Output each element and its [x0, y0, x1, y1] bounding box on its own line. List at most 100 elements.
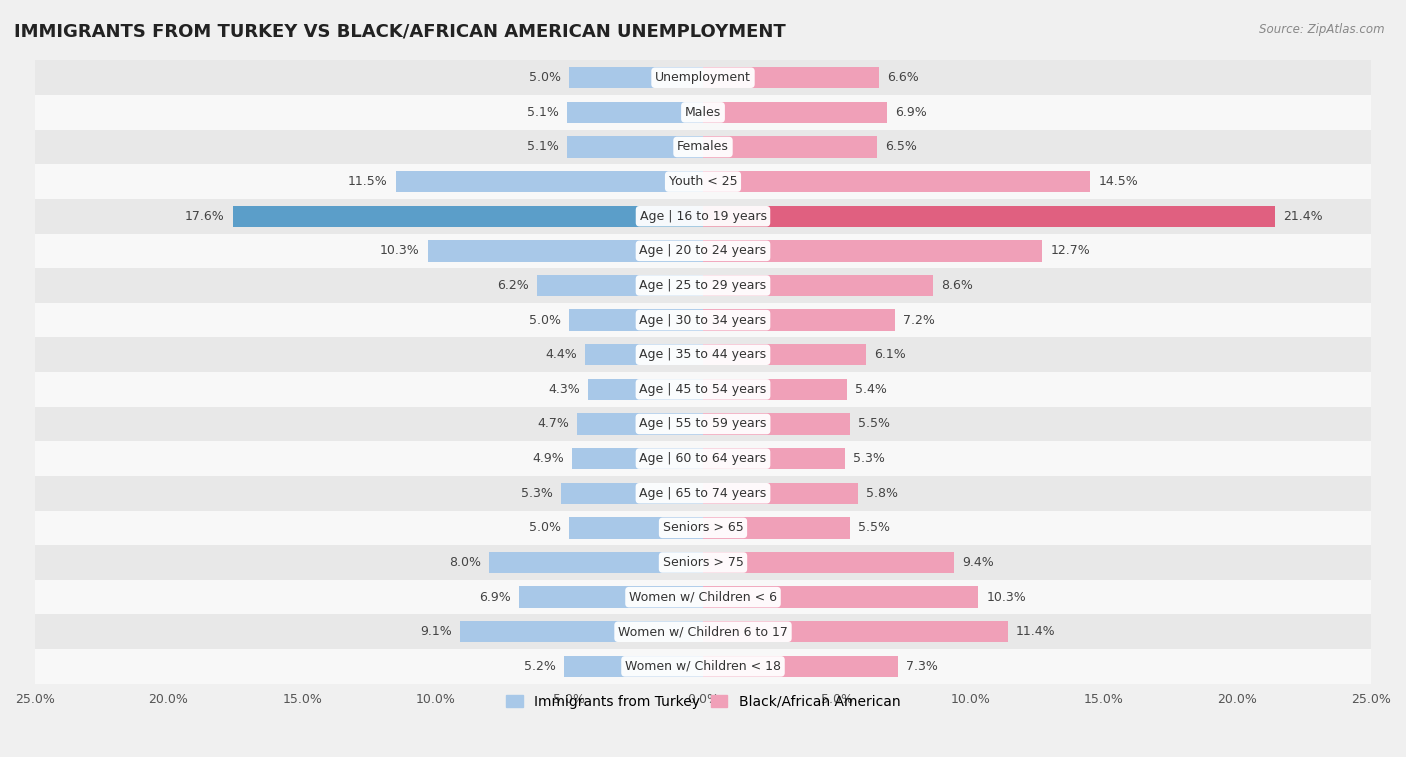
Text: 12.7%: 12.7% — [1050, 245, 1090, 257]
Text: Source: ZipAtlas.com: Source: ZipAtlas.com — [1260, 23, 1385, 36]
Text: 11.4%: 11.4% — [1015, 625, 1056, 638]
Text: Age | 20 to 24 years: Age | 20 to 24 years — [640, 245, 766, 257]
Text: 7.3%: 7.3% — [905, 660, 938, 673]
Bar — [569, 67, 703, 89]
Text: Age | 65 to 74 years: Age | 65 to 74 years — [640, 487, 766, 500]
Bar — [703, 101, 887, 123]
Text: 5.3%: 5.3% — [522, 487, 554, 500]
Text: 8.6%: 8.6% — [941, 279, 973, 292]
Bar — [489, 552, 703, 573]
Text: 4.3%: 4.3% — [548, 383, 581, 396]
Bar — [703, 517, 851, 539]
Text: 7.2%: 7.2% — [904, 313, 935, 326]
Bar — [460, 621, 703, 643]
Bar — [703, 587, 979, 608]
Bar — [35, 338, 1371, 372]
Bar — [35, 234, 1371, 268]
Text: 14.5%: 14.5% — [1098, 175, 1139, 188]
Bar — [703, 482, 858, 504]
Text: 5.5%: 5.5% — [858, 522, 890, 534]
Text: 4.4%: 4.4% — [546, 348, 578, 361]
Text: 4.7%: 4.7% — [537, 418, 569, 431]
Text: Age | 30 to 34 years: Age | 30 to 34 years — [640, 313, 766, 326]
Text: Age | 16 to 19 years: Age | 16 to 19 years — [640, 210, 766, 223]
Text: Seniors > 65: Seniors > 65 — [662, 522, 744, 534]
Text: 6.2%: 6.2% — [498, 279, 529, 292]
Text: 6.6%: 6.6% — [887, 71, 920, 84]
Text: 5.4%: 5.4% — [855, 383, 887, 396]
Text: 5.1%: 5.1% — [527, 106, 558, 119]
Text: 5.0%: 5.0% — [530, 522, 561, 534]
Text: Age | 25 to 29 years: Age | 25 to 29 years — [640, 279, 766, 292]
Text: Age | 60 to 64 years: Age | 60 to 64 years — [640, 452, 766, 465]
Bar — [567, 136, 703, 157]
Bar — [703, 240, 1042, 262]
Text: 5.1%: 5.1% — [527, 141, 558, 154]
Text: 9.4%: 9.4% — [962, 556, 994, 569]
Bar — [703, 136, 877, 157]
Bar — [35, 61, 1371, 95]
Bar — [578, 413, 703, 435]
Bar — [35, 164, 1371, 199]
Bar — [567, 101, 703, 123]
Bar — [703, 552, 955, 573]
Bar — [35, 649, 1371, 684]
Bar — [427, 240, 703, 262]
Text: IMMIGRANTS FROM TURKEY VS BLACK/AFRICAN AMERICAN UNEMPLOYMENT: IMMIGRANTS FROM TURKEY VS BLACK/AFRICAN … — [14, 23, 786, 41]
Text: 11.5%: 11.5% — [347, 175, 388, 188]
Bar — [703, 275, 932, 296]
Bar — [561, 482, 703, 504]
Bar — [395, 171, 703, 192]
Text: Women w/ Children 6 to 17: Women w/ Children 6 to 17 — [619, 625, 787, 638]
Text: 4.9%: 4.9% — [533, 452, 564, 465]
Bar — [703, 171, 1091, 192]
Text: Women w/ Children < 6: Women w/ Children < 6 — [628, 590, 778, 603]
Bar — [35, 372, 1371, 407]
Text: 5.8%: 5.8% — [866, 487, 898, 500]
Bar — [703, 67, 879, 89]
Bar — [588, 378, 703, 400]
Text: 17.6%: 17.6% — [186, 210, 225, 223]
Text: Females: Females — [678, 141, 728, 154]
Text: 5.3%: 5.3% — [852, 452, 884, 465]
Bar — [35, 441, 1371, 476]
Bar — [35, 615, 1371, 649]
Text: 8.0%: 8.0% — [449, 556, 481, 569]
Bar — [35, 407, 1371, 441]
Text: 5.0%: 5.0% — [530, 313, 561, 326]
Bar — [35, 510, 1371, 545]
Text: Age | 55 to 59 years: Age | 55 to 59 years — [640, 418, 766, 431]
Bar — [703, 656, 898, 677]
Text: Seniors > 75: Seniors > 75 — [662, 556, 744, 569]
Bar — [35, 580, 1371, 615]
Bar — [35, 545, 1371, 580]
Text: 5.0%: 5.0% — [530, 71, 561, 84]
Bar — [35, 95, 1371, 129]
Bar — [537, 275, 703, 296]
Text: 5.2%: 5.2% — [524, 660, 555, 673]
Text: 9.1%: 9.1% — [420, 625, 451, 638]
Text: Women w/ Children < 18: Women w/ Children < 18 — [626, 660, 780, 673]
Text: 21.4%: 21.4% — [1282, 210, 1323, 223]
Bar — [35, 129, 1371, 164]
Bar — [703, 344, 866, 366]
Bar — [572, 448, 703, 469]
Text: 10.3%: 10.3% — [380, 245, 420, 257]
Bar — [35, 303, 1371, 338]
Legend: Immigrants from Turkey, Black/African American: Immigrants from Turkey, Black/African Am… — [501, 689, 905, 714]
Bar — [703, 448, 845, 469]
Text: 6.5%: 6.5% — [884, 141, 917, 154]
Bar — [35, 268, 1371, 303]
Bar — [703, 378, 848, 400]
Text: Unemployment: Unemployment — [655, 71, 751, 84]
Bar — [703, 205, 1275, 227]
Text: Youth < 25: Youth < 25 — [669, 175, 737, 188]
Text: 6.9%: 6.9% — [896, 106, 927, 119]
Bar — [569, 310, 703, 331]
Bar — [703, 621, 1008, 643]
Bar — [703, 310, 896, 331]
Text: 5.5%: 5.5% — [858, 418, 890, 431]
Text: 6.1%: 6.1% — [875, 348, 905, 361]
Text: 6.9%: 6.9% — [479, 590, 510, 603]
Bar — [35, 199, 1371, 234]
